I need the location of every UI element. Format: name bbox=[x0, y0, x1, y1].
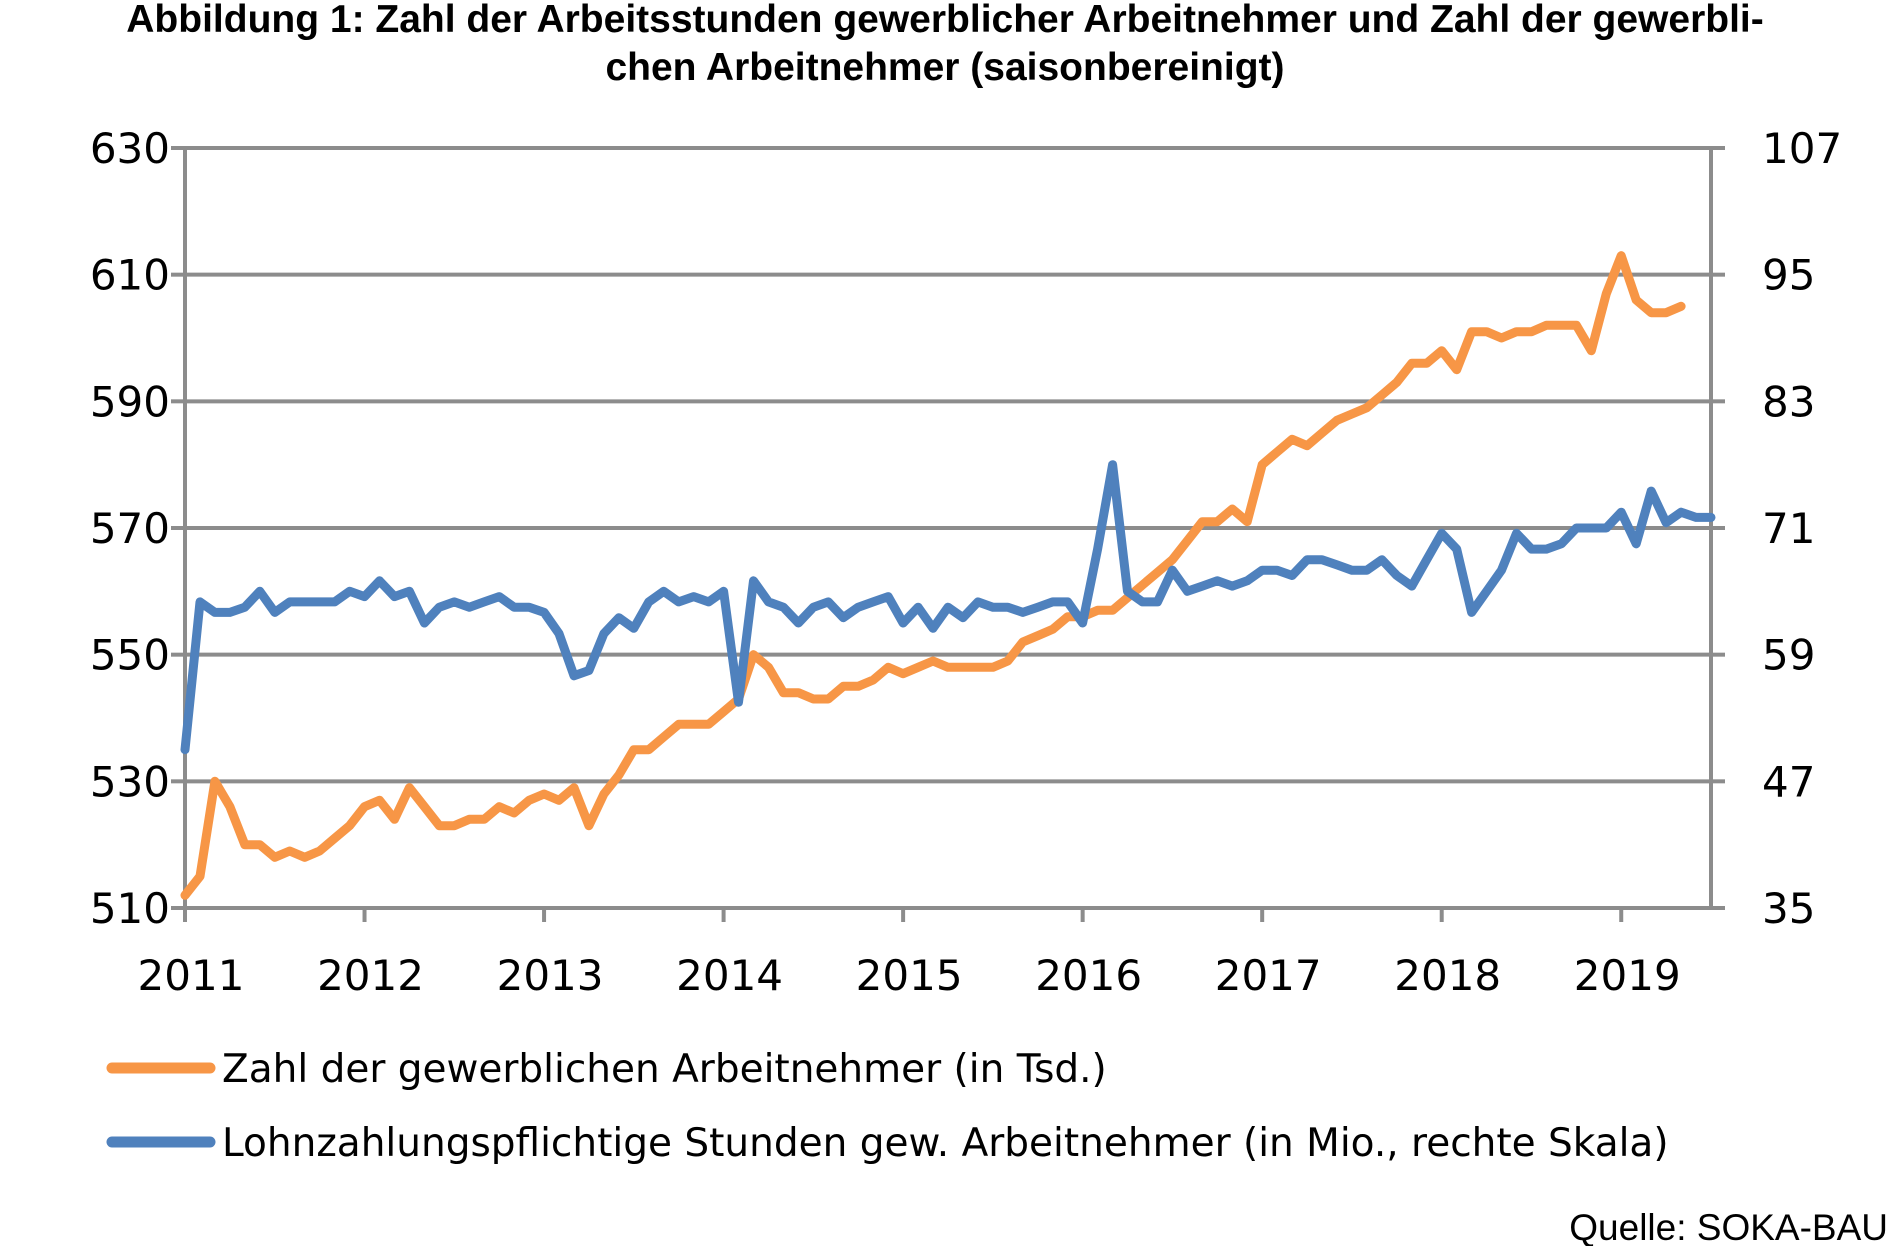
x-tick-label: 2011 bbox=[138, 951, 245, 1000]
y-right-tick-label: 35 bbox=[1762, 884, 1815, 933]
source-note: Quelle: SOKA-BAU bbox=[1569, 1207, 1888, 1246]
x-tick-label: 2017 bbox=[1215, 951, 1322, 1000]
legend-label-employees: Zahl der gewerblichen Arbeitnehmer (in T… bbox=[222, 1047, 1107, 1092]
y-left-tick-label: 590 bbox=[90, 377, 170, 426]
chart-title-line2: chen Arbeitnehmer (saisonbereinigt) bbox=[605, 46, 1284, 89]
x-tick-labels: 2011 2012 2013 2014 2015 2016 2017 2018 2019 bbox=[138, 951, 1681, 1000]
series-lines bbox=[180, 251, 1716, 900]
y-right-tick-label: 83 bbox=[1762, 377, 1815, 426]
gridlines bbox=[185, 146, 1711, 910]
y-left-tick-label: 550 bbox=[90, 631, 170, 680]
series-line-hours bbox=[180, 460, 1716, 755]
y-right-tick-labels: 35 47 59 71 83 95 107 bbox=[1762, 124, 1842, 933]
y-left-tick-label: 510 bbox=[90, 884, 170, 933]
y-right-tick-label: 71 bbox=[1762, 504, 1815, 553]
y-left-tick-label: 630 bbox=[90, 124, 170, 173]
y-left-tick-labels: 510 530 550 570 590 610 630 bbox=[90, 124, 170, 933]
y-left-tick-label: 610 bbox=[90, 251, 170, 300]
y-right-tick-label: 47 bbox=[1762, 757, 1815, 806]
series-line-employees bbox=[180, 251, 1686, 900]
y-right-tick-label: 95 bbox=[1762, 251, 1815, 300]
x-tick-label: 2018 bbox=[1394, 951, 1501, 1000]
legend-label-hours: Lohnzahlungspflichtige Stunden gew. Arbe… bbox=[222, 1121, 1669, 1166]
y-right-tick-label: 59 bbox=[1762, 631, 1815, 680]
y-left-tick-label: 570 bbox=[90, 504, 170, 553]
x-tick-label: 2013 bbox=[497, 951, 604, 1000]
x-tick-label: 2019 bbox=[1574, 951, 1681, 1000]
axes bbox=[171, 146, 1725, 922]
x-tick-label: 2015 bbox=[856, 951, 963, 1000]
y-right-tick-label: 107 bbox=[1762, 124, 1842, 173]
legend: Zahl der gewerblichen Arbeitnehmer (in T… bbox=[106, 1047, 1669, 1166]
x-tick-label: 2012 bbox=[317, 951, 424, 1000]
y-left-tick-label: 530 bbox=[90, 757, 170, 806]
x-tick-label: 2014 bbox=[676, 951, 783, 1000]
chart-title: Abbildung 1: Zahl der Arbeitsstunden gew… bbox=[126, 0, 1763, 41]
x-tick-label: 2016 bbox=[1035, 951, 1142, 1000]
